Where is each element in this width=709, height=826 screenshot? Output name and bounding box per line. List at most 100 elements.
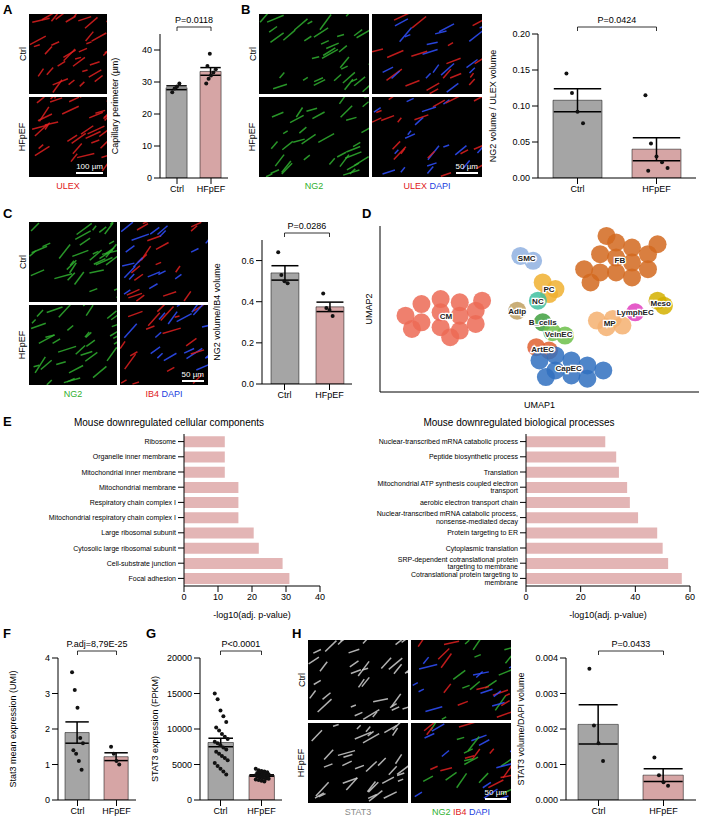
svg-text:Ctrl: Ctrl xyxy=(71,806,85,816)
svg-text:Ctrl: Ctrl xyxy=(571,184,585,194)
svg-text:FB: FB xyxy=(615,256,626,265)
svg-text:Protein targeting to ER: Protein targeting to ER xyxy=(447,529,518,537)
svg-text:0.2: 0.2 xyxy=(241,338,254,348)
svg-text:HFpEF: HFpEF xyxy=(102,806,131,816)
svg-text:1: 1 xyxy=(45,760,50,770)
svg-text:Respiratory chain complex I: Respiratory chain complex I xyxy=(90,499,176,507)
svg-text:Capillary perimeter (µm): Capillary perimeter (µm) xyxy=(110,58,120,155)
svg-text:Mitochondrial ATP synthesis co: Mitochondrial ATP synthesis coupled elec… xyxy=(377,480,518,496)
svg-text:UMAP2: UMAP2 xyxy=(364,293,374,324)
svg-text:P.adj=8,79E-25: P.adj=8,79E-25 xyxy=(66,639,127,649)
svg-text:Ctrl: Ctrl xyxy=(170,184,184,194)
svg-text:NC: NC xyxy=(532,297,544,306)
svg-text:0: 0 xyxy=(187,795,192,805)
svg-text:Translation: Translation xyxy=(484,469,518,476)
svg-text:0.0: 0.0 xyxy=(241,379,254,389)
svg-text:2: 2 xyxy=(45,724,50,734)
svg-text:40: 40 xyxy=(315,592,325,602)
svg-text:20000: 20000 xyxy=(167,653,192,663)
svg-text:Cytoplasmic translation: Cytoplasmic translation xyxy=(446,545,518,553)
svg-text:P<0.0001: P<0.0001 xyxy=(222,639,261,649)
svg-text:SMC: SMC xyxy=(518,254,536,263)
svg-text:-log10(adj. p-value): -log10(adj. p-value) xyxy=(569,610,647,620)
svg-text:4: 4 xyxy=(45,653,50,663)
svg-text:20: 20 xyxy=(247,592,257,602)
svg-text:Stat3 mean expression (UMI): Stat3 mean expression (UMI) xyxy=(8,670,18,787)
svg-text:0: 0 xyxy=(45,795,50,805)
svg-text:0.000: 0.000 xyxy=(535,795,558,805)
svg-text:NG2 volume / ULEX volume: NG2 volume / ULEX volume xyxy=(488,50,498,163)
svg-text:0: 0 xyxy=(523,592,528,602)
svg-text:Nuclear-transcribed mRNA catab: Nuclear-transcribed mRNA catabolic proce… xyxy=(377,510,519,525)
svg-text:Cytosolic large ribosomal subu: Cytosolic large ribosomal subunit xyxy=(73,545,176,553)
svg-text:HFpEF: HFpEF xyxy=(247,806,276,816)
svg-text:15000: 15000 xyxy=(167,689,192,699)
svg-text:60: 60 xyxy=(685,592,695,602)
svg-text:10: 10 xyxy=(142,141,152,151)
svg-text:0.002: 0.002 xyxy=(535,724,558,734)
svg-text:0.004: 0.004 xyxy=(535,653,558,663)
svg-text:Adip: Adip xyxy=(508,307,526,316)
svg-text:Mitochondrial membrane: Mitochondrial membrane xyxy=(99,484,176,491)
svg-text:0: 0 xyxy=(181,592,186,602)
svg-text:LymphEC: LymphEC xyxy=(617,308,654,317)
svg-text:0.00: 0.00 xyxy=(512,173,530,183)
svg-text:0.05: 0.05 xyxy=(512,137,530,147)
svg-text:VeinEC: VeinEC xyxy=(545,330,573,339)
svg-text:CapEC: CapEC xyxy=(555,364,581,373)
svg-text:HFpEF: HFpEF xyxy=(315,390,344,400)
svg-text:ArtEC: ArtEC xyxy=(531,345,554,354)
svg-text:B_cells: B_cells xyxy=(529,318,558,327)
svg-text:aerobic electron transport cha: aerobic electron transport chain xyxy=(420,499,518,507)
svg-text:0.4: 0.4 xyxy=(241,297,254,307)
svg-text:40: 40 xyxy=(630,592,640,602)
svg-text:NG2 volume/IB4 volume: NG2 volume/IB4 volume xyxy=(212,263,222,361)
svg-text:Mitochondrial respiratory chai: Mitochondrial respiratory chain complex … xyxy=(49,514,176,522)
svg-text:30: 30 xyxy=(142,77,152,87)
svg-text:Cotranslational protein target: Cotranslational protein targeting tomemb… xyxy=(411,571,518,586)
svg-text:P=0.0424: P=0.0424 xyxy=(598,15,637,25)
svg-text:5000: 5000 xyxy=(172,760,192,770)
svg-text:0.10: 0.10 xyxy=(512,101,530,111)
svg-text:Peptide biosynthetic process: Peptide biosynthetic process xyxy=(429,453,519,461)
svg-text:20: 20 xyxy=(142,109,152,119)
svg-text:Meso: Meso xyxy=(650,299,671,308)
svg-text:0.001: 0.001 xyxy=(535,760,558,770)
svg-text:PC: PC xyxy=(544,285,555,294)
svg-text:20: 20 xyxy=(576,592,586,602)
svg-text:Large ribosomal subunit: Large ribosomal subunit xyxy=(101,529,176,537)
svg-text:0.003: 0.003 xyxy=(535,689,558,699)
svg-text:SRP-dependent cotranslational: SRP-dependent cotranslational proteintar… xyxy=(398,556,518,572)
svg-text:P=0.0118: P=0.0118 xyxy=(175,15,213,25)
svg-text:0: 0 xyxy=(147,173,152,183)
svg-text:Ctrl: Ctrl xyxy=(278,390,292,400)
svg-text:HFpEF: HFpEF xyxy=(197,184,226,194)
svg-text:10: 10 xyxy=(213,592,223,602)
svg-text:P=0.0286: P=0.0286 xyxy=(288,221,327,231)
svg-text:Mitochondrial inner membrane: Mitochondrial inner membrane xyxy=(81,469,176,476)
svg-text:Cell-substrate junction: Cell-substrate junction xyxy=(107,560,176,568)
svg-text:10000: 10000 xyxy=(167,724,192,734)
svg-text:30: 30 xyxy=(281,592,291,602)
svg-text:0.15: 0.15 xyxy=(512,65,530,75)
svg-text:Ctrl: Ctrl xyxy=(592,806,606,816)
svg-text:HFpEF: HFpEF xyxy=(642,184,671,194)
svg-text:MP: MP xyxy=(604,319,617,328)
html-text:Ctrl: Ctrl xyxy=(17,47,28,61)
svg-text:3: 3 xyxy=(45,689,50,699)
svg-text:0.6: 0.6 xyxy=(241,256,254,266)
svg-text:Nuclear-transcribed mRNA catab: Nuclear-transcribed mRNA catabolic proce… xyxy=(379,438,519,446)
svg-text:Ctrl: Ctrl xyxy=(214,806,228,816)
svg-text:Focal adhesion: Focal adhesion xyxy=(129,575,177,582)
svg-text:40: 40 xyxy=(142,45,152,55)
svg-text:STAT3 expression (FPKM): STAT3 expression (FPKM) xyxy=(150,676,160,782)
svg-text:STAT3 volume/DAPI volume: STAT3 volume/DAPI volume xyxy=(516,672,526,785)
svg-text:HFpEF: HFpEF xyxy=(649,806,678,816)
svg-text:0.20: 0.20 xyxy=(512,29,530,39)
svg-text:UMAP1: UMAP1 xyxy=(524,400,555,410)
svg-text:Organelle inner membrane: Organelle inner membrane xyxy=(93,453,176,461)
svg-text:P=0.0433: P=0.0433 xyxy=(612,639,651,649)
svg-text:Ribosome: Ribosome xyxy=(144,438,176,445)
svg-text:-log10(adj. p-value): -log10(adj. p-value) xyxy=(213,610,291,620)
svg-text:CM: CM xyxy=(440,312,453,321)
